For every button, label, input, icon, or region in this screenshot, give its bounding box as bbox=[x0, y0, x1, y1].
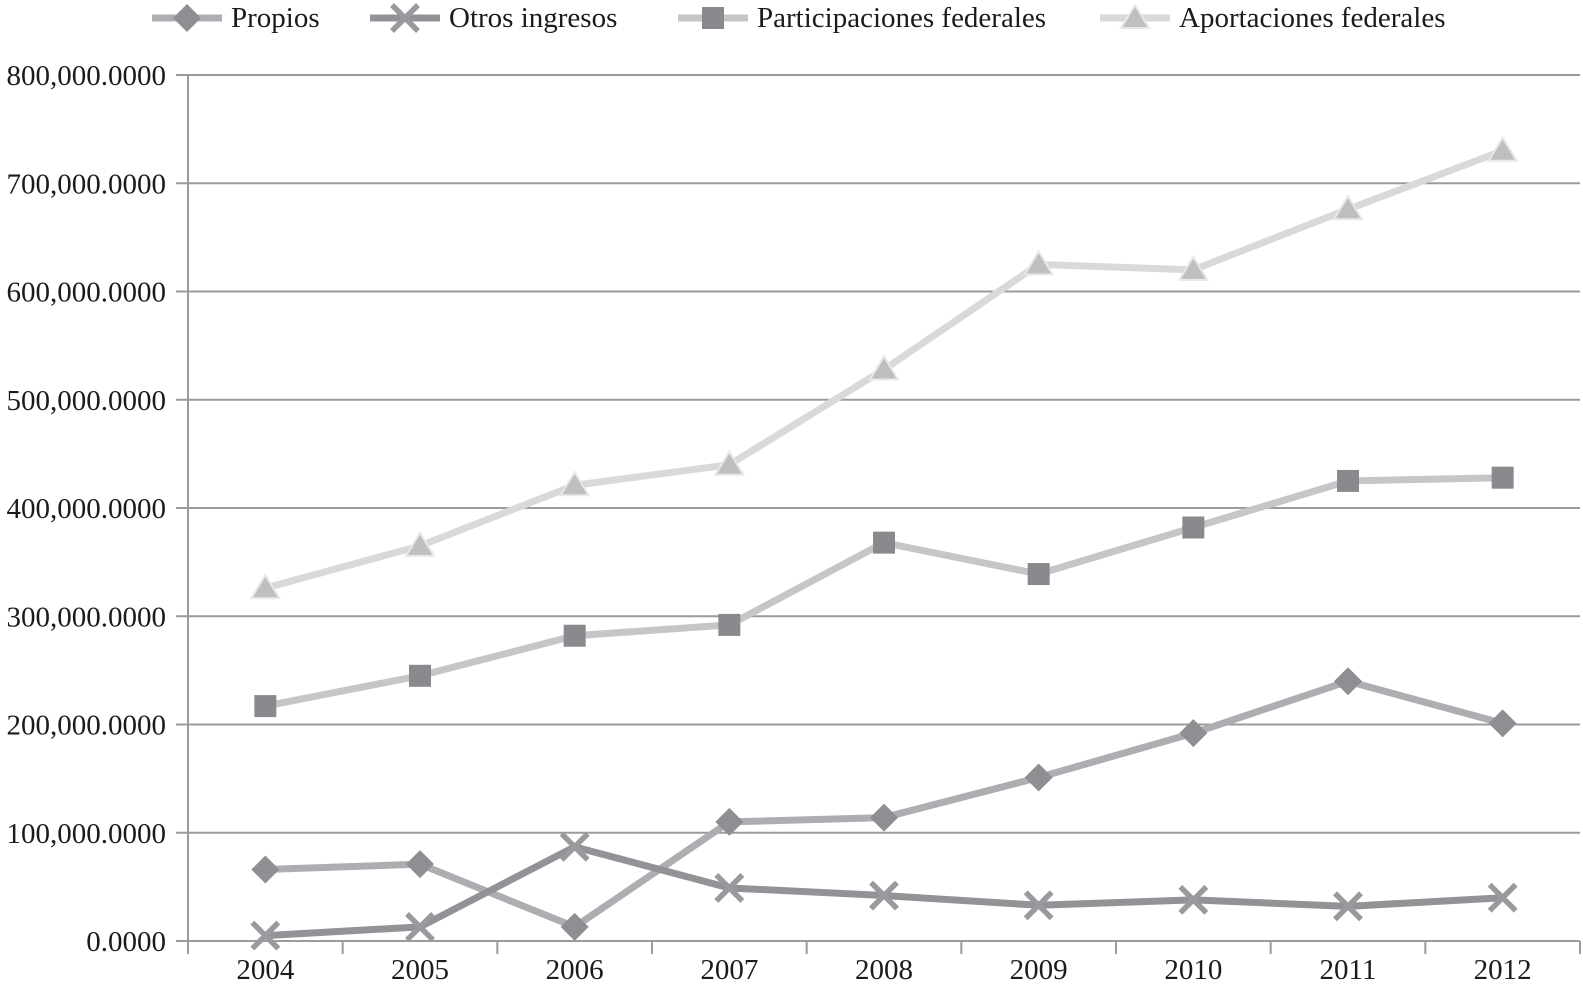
data-point-participaciones-federales-2009 bbox=[1027, 563, 1050, 586]
data-point-propios-2007 bbox=[715, 807, 744, 836]
data-point-otros-ingresos-2004 bbox=[250, 920, 281, 951]
data-point-participaciones-federales-2008 bbox=[873, 531, 895, 554]
data-point-participaciones-federales-2006 bbox=[563, 624, 586, 647]
data-point-otros-ingresos-2006 bbox=[559, 831, 590, 862]
x-axis-label-2012: 2012 bbox=[1474, 954, 1532, 986]
legend-marker-shape bbox=[702, 7, 724, 29]
data-point-propios-2012 bbox=[1488, 709, 1517, 738]
series-line-participaciones-federales bbox=[264, 474, 1503, 710]
data-point-propios-2005 bbox=[406, 850, 434, 879]
legend-marker-participaciones-square-icon bbox=[678, 7, 748, 29]
legend-label: Otros ingresos bbox=[449, 2, 618, 34]
x-axis-label-2007: 2007 bbox=[700, 954, 758, 986]
legend-marker-otros-x-icon bbox=[370, 3, 440, 33]
data-point-propios-2011 bbox=[1334, 667, 1362, 696]
data-point-aportaciones-federales-2007 bbox=[713, 449, 746, 476]
data-point-aportaciones-federales-2005 bbox=[404, 530, 436, 557]
x-axis-label-2004: 2004 bbox=[236, 954, 295, 986]
y-axis-label: 800,000.0000 bbox=[7, 60, 167, 92]
legend-item-propios: Propios bbox=[152, 2, 320, 34]
x-axis-label-2008: 2008 bbox=[855, 954, 913, 986]
data-point-aportaciones-federales-2011 bbox=[1332, 194, 1364, 221]
data-point-aportaciones-federales-2004 bbox=[249, 573, 282, 600]
data-point-participaciones-federales-2012 bbox=[1491, 466, 1514, 489]
data-point-otros-ingresos-2012 bbox=[1487, 882, 1518, 913]
data-point-propios-2006 bbox=[560, 912, 589, 941]
data-point-otros-ingresos-2005 bbox=[405, 911, 435, 942]
data-point-otros-ingresos-2007 bbox=[714, 873, 745, 903]
legend-label: Participaciones federales bbox=[757, 2, 1047, 34]
data-point-otros-ingresos-2008 bbox=[869, 880, 899, 911]
data-point-participaciones-federales-2010 bbox=[1182, 516, 1205, 539]
data-point-participaciones-federales-2004 bbox=[254, 695, 277, 718]
data-point-aportaciones-federales-2006 bbox=[558, 470, 591, 497]
legend-label: Propios bbox=[231, 2, 320, 34]
data-point-participaciones-federales-2005 bbox=[409, 664, 431, 687]
legend-marker-propios-diamond-icon bbox=[152, 4, 222, 32]
data-point-aportaciones-federales-2010 bbox=[1177, 254, 1210, 281]
y-axis-label: 600,000.0000 bbox=[7, 277, 167, 309]
legend-marker-shape bbox=[173, 4, 201, 32]
y-axis-label: 100,000.0000 bbox=[7, 818, 167, 850]
data-point-otros-ingresos-2010 bbox=[1178, 884, 1209, 915]
x-axis-label-2009: 2009 bbox=[1010, 954, 1068, 986]
y-axis-label: 0.0000 bbox=[86, 926, 166, 958]
x-axis-label-2010: 2010 bbox=[1164, 954, 1222, 986]
data-point-propios-2004 bbox=[251, 855, 280, 884]
data-point-participaciones-federales-2007 bbox=[718, 613, 741, 636]
x-axis-label-2011: 2011 bbox=[1320, 954, 1377, 986]
y-axis-label: 200,000.0000 bbox=[7, 710, 167, 742]
legend-label: Aportaciones federales bbox=[1179, 2, 1446, 34]
data-point-participaciones-federales-2011 bbox=[1337, 469, 1359, 492]
data-point-propios-2010 bbox=[1179, 719, 1208, 748]
legend-item-otros-ingresos: Otros ingresos bbox=[370, 2, 617, 34]
data-point-aportaciones-federales-2012 bbox=[1486, 135, 1519, 162]
y-axis-label: 300,000.0000 bbox=[7, 601, 167, 633]
data-point-aportaciones-federales-2008 bbox=[868, 354, 900, 381]
legend-marker-shape bbox=[390, 3, 420, 33]
legend: Propios Otros ingresos Participaciones f… bbox=[0, 0, 1583, 44]
legend-marker-aportaciones-triangle-icon bbox=[1100, 3, 1170, 29]
legend-marker-shape bbox=[1119, 3, 1151, 29]
y-axis-label: 700,000.0000 bbox=[7, 168, 167, 200]
y-axis-label: 400,000.0000 bbox=[7, 493, 167, 525]
legend-item-aportaciones-federales: Aportaciones federales bbox=[1100, 2, 1446, 34]
series-line-otros-ingresos bbox=[265, 843, 1503, 940]
data-point-propios-2009 bbox=[1024, 763, 1053, 792]
data-point-aportaciones-federales-2009 bbox=[1022, 249, 1055, 276]
legend-item-participaciones-federales: Participaciones federales bbox=[678, 2, 1046, 34]
data-point-otros-ingresos-2011 bbox=[1333, 891, 1363, 922]
data-point-propios-2008 bbox=[870, 803, 898, 832]
data-point-otros-ingresos-2009 bbox=[1023, 890, 1054, 921]
y-axis-label: 500,000.0000 bbox=[7, 385, 167, 417]
x-axis-label-2005: 2005 bbox=[391, 954, 449, 986]
x-axis-label-2006: 2006 bbox=[546, 954, 604, 986]
